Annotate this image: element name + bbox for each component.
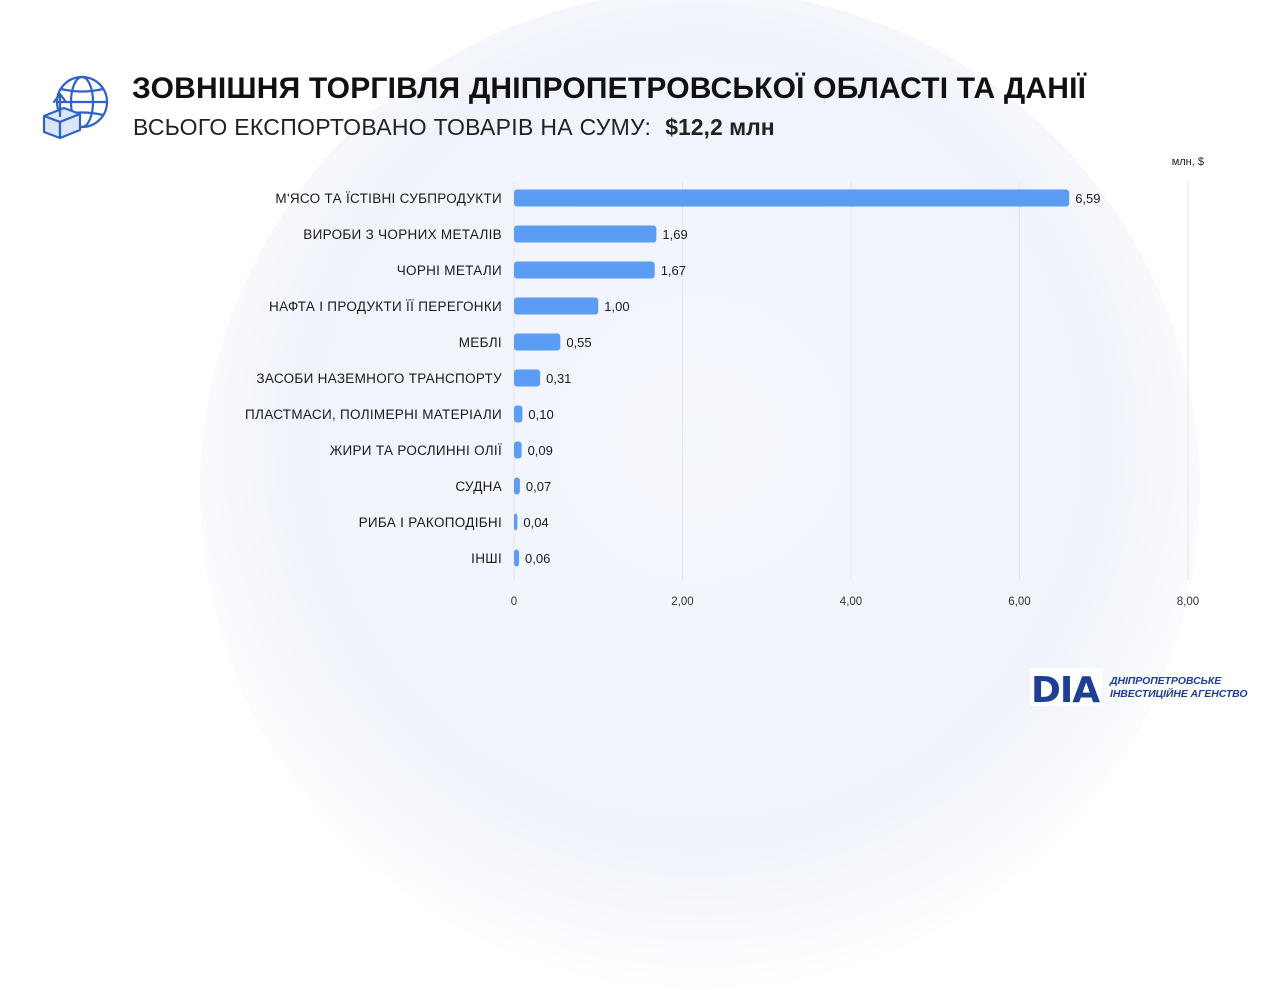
bar (514, 297, 599, 315)
value-label: 0,31 (546, 371, 571, 386)
unit-label: млн, $ (1171, 156, 1204, 168)
value-label: 0,09 (528, 443, 553, 458)
category-label: ЧОРНІ МЕТАЛИ (397, 263, 502, 278)
bar (514, 225, 657, 243)
value-label: 1,67 (661, 263, 686, 278)
value-label: 1,00 (604, 299, 629, 314)
bar (514, 513, 518, 531)
bar (514, 441, 522, 459)
category-label: МЕБЛІ (459, 335, 502, 350)
category-label: ЗАСОБИ НАЗЕМНОГО ТРАНСПОРТУ (256, 371, 502, 386)
dia-logo: DIA ДНІПРОПЕТРОВСЬКЕ ІНВЕСТИЦІЙНЕ АГЕНСТ… (1030, 668, 1248, 708)
bar (514, 477, 520, 495)
value-label: 1,69 (662, 227, 687, 242)
x-tick-label: 4,00 (840, 596, 862, 608)
category-label: ЖИРИ ТА РОСЛИННІ ОЛІЇ (330, 443, 502, 458)
value-label: 0,06 (525, 551, 550, 566)
export-total: ВСЬОГО ЕКСПОРТОВАНО ТОВАРІВ НА СУМУ: $12,… (133, 114, 775, 141)
category-label: ВИРОБИ З ЧОРНИХ МЕТАЛІВ (303, 227, 502, 242)
dia-logo-mark: DIA (1030, 668, 1102, 706)
value-label: 0,07 (526, 479, 551, 494)
export-total-value: $12,2 млн (665, 114, 775, 140)
bar (514, 189, 1070, 207)
x-tick-label: 8,00 (1177, 596, 1199, 608)
value-label: 0,04 (523, 515, 548, 530)
value-label: 6,59 (1075, 191, 1100, 206)
category-label: СУДНА (455, 479, 502, 494)
export-bar-chart: 0 2,00 4,00 6,00 8,00 М'ЯСО ТА ЇСТІВНІ СУБПРО… (245, 182, 1199, 608)
category-label: М'ЯСО ТА ЇСТІВНІ СУБПРОДУКТИ (275, 191, 502, 206)
bar (514, 405, 523, 423)
dia-logo-line2: ІНВЕСТИЦІЙНЕ АГЕНСТВО (1110, 687, 1248, 700)
bar (514, 369, 541, 387)
dia-logo-text: ДНІПРОПЕТРОВСЬКЕ ІНВЕСТИЦІЙНЕ АГЕНСТВО (1110, 675, 1250, 700)
globe-export-icon (42, 75, 109, 140)
dia-logo-line1: ДНІПРОПЕТРОВСЬКЕ (1110, 675, 1222, 687)
x-tick-label: 0 (511, 596, 517, 608)
x-tick-label: 6,00 (1008, 596, 1030, 608)
bar (514, 549, 520, 567)
value-label: 0,55 (566, 335, 591, 350)
bar (514, 333, 561, 351)
category-label: РИБА І РАКОПОДІБНІ (359, 515, 502, 530)
bar (514, 261, 655, 279)
category-label: НАФТА І ПРОДУКТИ ЇЇ ПЕРЕГОНКИ (269, 299, 502, 314)
value-label: 0,10 (528, 407, 553, 422)
category-label: ПЛАСТМАСИ, ПОЛІМЕРНІ МАТЕРІАЛИ (245, 407, 502, 422)
dia-logo-mark-text: DIA (1031, 670, 1100, 706)
category-label: ІНШІ (471, 551, 502, 566)
x-tick-label: 2,00 (671, 596, 693, 608)
export-total-label: ВСЬОГО ЕКСПОРТОВАНО ТОВАРІВ НА СУМУ: (133, 114, 652, 140)
page-title: ЗОВНІШНЯ ТОРГІВЛЯ ДНІПРОПЕТРОВСЬКОЇ ОБЛА… (132, 72, 1087, 105)
